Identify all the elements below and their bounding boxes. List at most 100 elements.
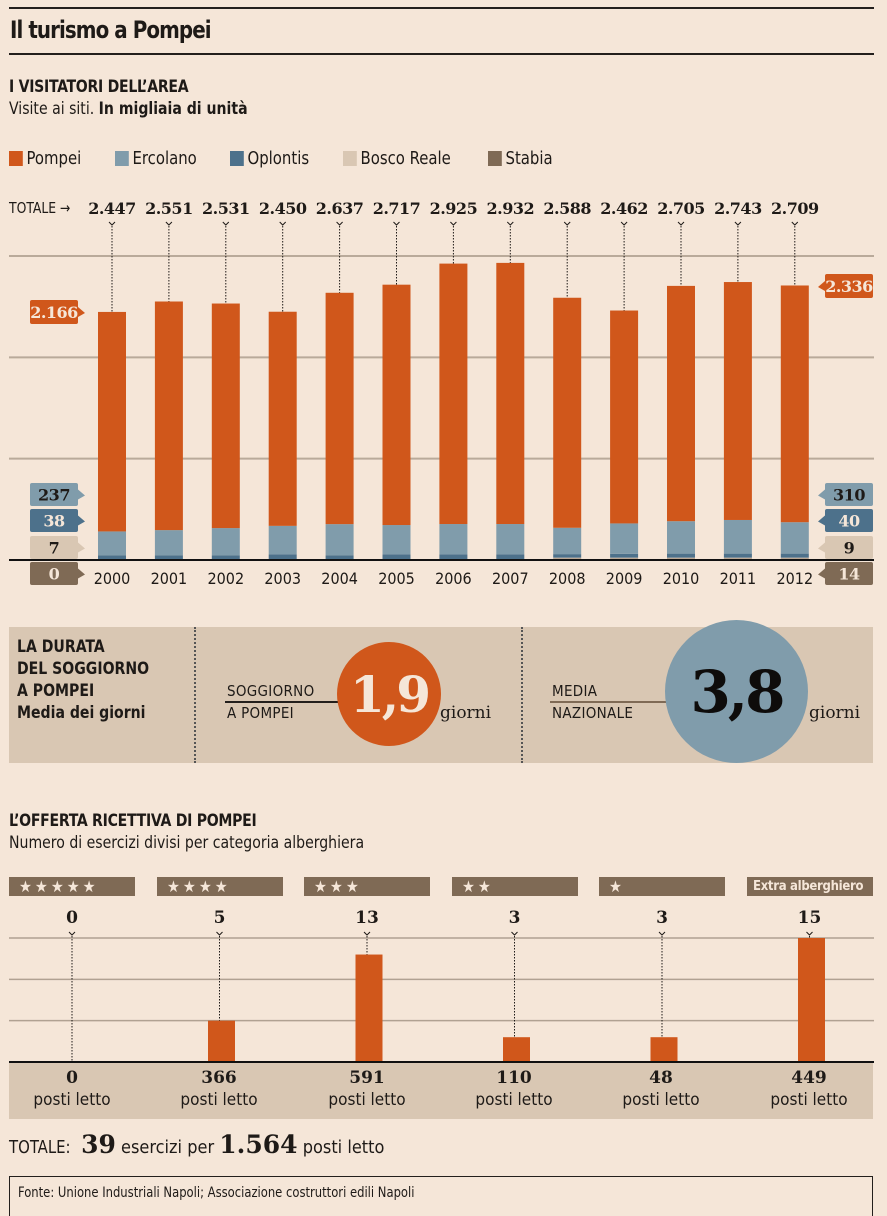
- chevron-icon: [791, 221, 799, 226]
- callout-pompei-2012-pointer: [818, 281, 825, 291]
- total-label: 2.447: [88, 199, 136, 218]
- callout-stabia-2000-box: [30, 562, 78, 585]
- beds-unit: posti letto: [770, 1090, 848, 1110]
- source-box: Fonte: Unione Industriali Napoli; Associ…: [9, 1176, 873, 1216]
- year-label: 2005: [378, 569, 415, 588]
- beds-extra: 449 posti letto: [739, 1067, 879, 1111]
- bar-ercolano: [439, 524, 468, 555]
- bar-oplontis: [382, 554, 411, 560]
- count-label: 3: [509, 908, 521, 928]
- national-stay-label: MEDIA NAZIONALE: [552, 680, 633, 724]
- bar-ercolano: [325, 524, 354, 556]
- chevron-icon: [563, 221, 571, 226]
- count-label: 15: [798, 908, 822, 928]
- category-5-stars: ★★★★★: [9, 877, 135, 896]
- stay-duration-panel: LA DURATA DEL SOGGIORNO A POMPEI Media d…: [9, 620, 873, 763]
- count-label: 5: [214, 908, 226, 928]
- label-line: A POMPEI: [227, 704, 294, 722]
- bar-ercolano: [723, 519, 752, 554]
- year-label: 2002: [207, 569, 244, 588]
- beds-4-stars: 366 posti letto: [149, 1067, 289, 1111]
- callout-oplontis-2000-text: 38: [43, 512, 65, 531]
- offer-chart: 0 5 13 3 3 15: [9, 908, 874, 1063]
- bar-ercolano: [610, 523, 639, 554]
- callout-ercolano-2012-pointer: [818, 489, 825, 500]
- pompei-stay-value: 1,9: [350, 664, 431, 724]
- offer-bar: [503, 1037, 530, 1062]
- national-unit: giorni: [809, 703, 861, 723]
- bar-pompei: [496, 262, 525, 525]
- year-label: 2007: [492, 569, 529, 588]
- divider: [194, 627, 196, 763]
- total-label: 2.531: [202, 199, 250, 218]
- beds-1-star: 48 posti letto: [591, 1067, 731, 1111]
- bar-pompei: [98, 311, 126, 532]
- year-label: 2012: [776, 569, 813, 588]
- legend-item-bosco-reale: Bosco Reale: [343, 148, 451, 169]
- beds-value: 0: [66, 1068, 78, 1088]
- callout-stabia-2012-pointer: [818, 568, 825, 579]
- bar-pompei: [610, 310, 639, 524]
- year-label: 2001: [151, 569, 188, 588]
- bar-ercolano: [98, 531, 126, 556]
- year-label: 2009: [606, 569, 643, 588]
- callout-oplontis-2012-text: 40: [838, 512, 860, 531]
- legend-swatch-oplontis: [230, 151, 245, 166]
- national-connector-line: [550, 701, 670, 703]
- bar-bosco_reale: [610, 557, 639, 559]
- chart-legend: Pompei Ercolano Oplontis Bosco Reale Sta…: [9, 148, 585, 169]
- visitors-subtitle: Visite ai siti. In migliaia di unità: [9, 99, 248, 119]
- source-text: Fonte: Unione Industriali Napoli; Associ…: [18, 1185, 415, 1201]
- beds-value: 591: [349, 1068, 385, 1088]
- offer-title: L’OFFERTA RICETTIVA DI POMPEI: [9, 811, 257, 831]
- bar-oplontis: [553, 554, 582, 558]
- offer-bar: [650, 1037, 678, 1062]
- legend-item-oplontis: Oplontis: [230, 148, 310, 169]
- visitors-title: I VISITATORI DELL’AREA: [9, 77, 189, 97]
- top-rule: [9, 7, 874, 9]
- callout-pompei-2000-box: [30, 300, 78, 324]
- label-line: MEDIA: [552, 682, 598, 700]
- beds-unit: posti letto: [180, 1090, 258, 1110]
- total-label: 2.637: [316, 199, 364, 218]
- bar-ercolano: [780, 522, 809, 554]
- legend-label: Stabia: [505, 148, 553, 169]
- legend-swatch-ercolano: [114, 151, 129, 166]
- chevron-icon: [734, 221, 742, 226]
- offer-bar: [208, 1020, 235, 1062]
- callout-stabia-2012-text: 14: [838, 565, 860, 584]
- year-label: 2008: [549, 569, 586, 588]
- beds-3-stars: 591 posti letto: [297, 1067, 437, 1111]
- bar-pompei: [667, 285, 695, 522]
- pompei-stay-label: SOGGIORNO A POMPEI: [227, 680, 315, 724]
- stay-title-line: A POMPEI: [17, 681, 95, 701]
- chevron-icon: [506, 221, 514, 226]
- stay-title: LA DURATA DEL SOGGIORNO A POMPEI Media d…: [17, 636, 149, 724]
- beds-band: 0 posti letto 366 posti letto 591 posti let…: [9, 1063, 873, 1119]
- bar-pompei: [553, 297, 582, 528]
- bar-oplontis: [325, 555, 354, 560]
- callout-stabia-2000-text: 0: [49, 565, 60, 584]
- beds-value: 110: [496, 1068, 532, 1088]
- legend-swatch-pompei: [9, 151, 23, 166]
- callout-stabia-2000-pointer: [78, 568, 85, 579]
- callout-oplontis-2000-pointer: [78, 515, 85, 526]
- callout-ercolano-2012-text: 310: [833, 486, 865, 505]
- callout-bosco-reale-2012-text: 9: [844, 539, 855, 558]
- callout-bosco-reale-2000-text: 7: [49, 539, 60, 558]
- year-label: 2011: [720, 569, 757, 588]
- beds-value: 366: [201, 1068, 237, 1088]
- bar-pompei: [382, 284, 411, 526]
- total-label: 2.743: [714, 199, 762, 218]
- chevron-icon: [222, 221, 230, 226]
- chevron-icon: [363, 931, 371, 936]
- bar-oplontis: [610, 553, 639, 558]
- chevron-icon: [677, 221, 685, 226]
- beds-value: 48: [649, 1068, 673, 1088]
- total-label: 2.551: [145, 199, 193, 218]
- chevron-icon: [165, 221, 173, 226]
- bar-ercolano: [268, 525, 297, 555]
- callout-oplontis-2012-pointer: [818, 515, 825, 526]
- bar-ercolano: [553, 527, 582, 555]
- bar-oplontis: [496, 554, 525, 560]
